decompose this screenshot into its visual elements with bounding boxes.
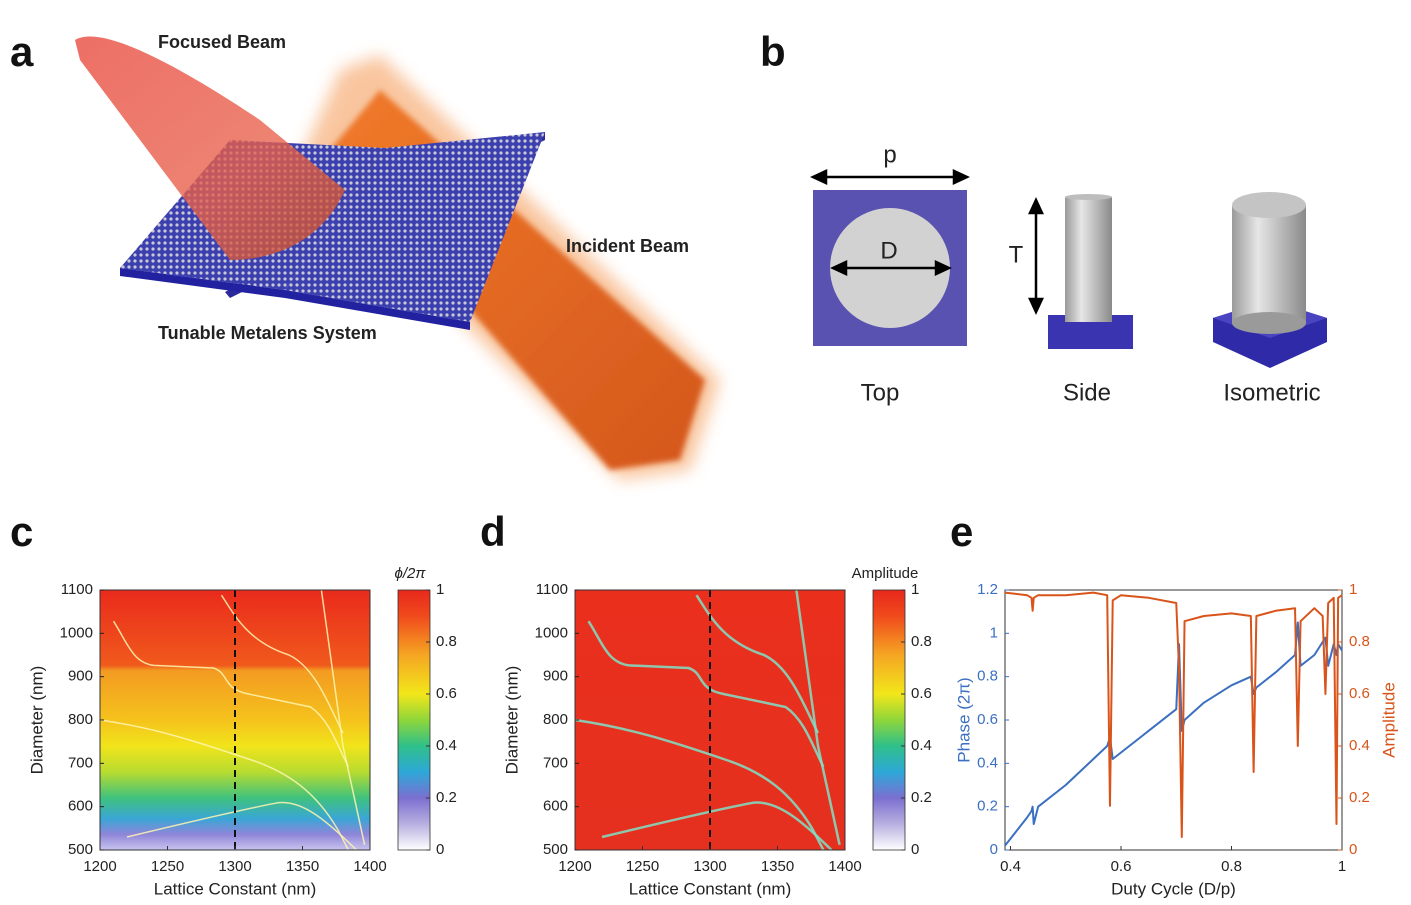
y-tick-label: 700 <box>68 754 93 771</box>
figure: a Focused Beam Incident Beam Tunable Met… <box>0 0 1411 905</box>
label: Tunable Metalens System <box>158 323 377 343</box>
panel-letter: e <box>950 508 973 555</box>
y-tick-label: 700 <box>543 754 568 771</box>
iso-pillar <box>1232 192 1306 218</box>
y-axis-label: Phase (2π) <box>954 677 973 762</box>
panel-a: a Focused Beam Incident Beam Tunable Met… <box>10 28 720 480</box>
x-tick-label: 1400 <box>828 858 861 875</box>
y2-tick-label: 0.8 <box>1349 633 1370 650</box>
iso-pillar <box>1232 205 1306 323</box>
x-tick-label: 1250 <box>151 858 184 875</box>
y-tick-label: 800 <box>68 711 93 728</box>
panel-letter: b <box>760 28 786 75</box>
y2-axis-label: Amplitude <box>1379 682 1398 758</box>
x-tick-label: 1200 <box>558 858 591 875</box>
iso-pillar <box>1232 312 1306 334</box>
y-tick-label: 1.2 <box>977 581 998 598</box>
colorbar-tick-label: 0.2 <box>911 789 932 806</box>
x-axis-label: Duty Cycle (D/p) <box>1111 879 1236 898</box>
side-pillar <box>1065 194 1112 200</box>
colorbar-tick-label: 1 <box>911 581 919 598</box>
x-tick-label: 1250 <box>626 858 659 875</box>
y2-tick-label: 0.2 <box>1349 789 1370 806</box>
view-label: Top <box>861 379 900 406</box>
colorbar-tick-label: 0 <box>911 841 919 858</box>
x-axis-label: Lattice Constant (nm) <box>154 879 317 898</box>
colorbar-tick-label: 0.8 <box>911 633 932 650</box>
view-label: Side <box>1063 379 1111 406</box>
y2-tick-label: 1 <box>1349 581 1357 598</box>
y-tick-label: 900 <box>543 668 568 685</box>
y-tick-label: 0.8 <box>977 668 998 685</box>
x-tick-label: 1200 <box>83 858 116 875</box>
label: T <box>1009 241 1024 268</box>
y-tick-label: 1 <box>990 624 998 641</box>
label: Focused Beam <box>158 32 286 52</box>
y-tick-label: 500 <box>68 841 93 858</box>
colorbar-tick-label: 0.4 <box>436 737 457 754</box>
panel-letter: c <box>10 508 33 555</box>
label: Incident Beam <box>566 236 689 256</box>
x-tick-label: 1 <box>1338 858 1346 875</box>
y-axis-label: Diameter (nm) <box>502 666 521 775</box>
y-tick-label: 0.4 <box>977 754 998 771</box>
x-tick-label: 1350 <box>761 858 794 875</box>
y2-tick-label: 0.4 <box>1349 737 1370 754</box>
y2-tick-label: 0 <box>1349 841 1357 858</box>
x-tick-label: 1300 <box>218 858 251 875</box>
series-line <box>1005 593 1342 837</box>
colorbar-tick-label: 0.6 <box>911 685 932 702</box>
colorbar <box>398 590 430 850</box>
x-tick-label: 0.6 <box>1111 858 1132 875</box>
x-axis-label: Lattice Constant (nm) <box>629 879 792 898</box>
y-tick-label: 1100 <box>536 581 568 598</box>
y-tick-label: 1000 <box>535 624 568 641</box>
colorbar <box>873 590 905 850</box>
colorbar-label: Amplitude <box>852 565 919 582</box>
y2-tick-label: 0.6 <box>1349 685 1370 702</box>
x-tick-label: 1400 <box>353 858 386 875</box>
colorbar-tick-label: 0.6 <box>436 685 457 702</box>
y-tick-label: 0.2 <box>977 798 998 815</box>
y-tick-label: 600 <box>68 798 93 815</box>
colorbar-tick-label: 0 <box>436 841 444 858</box>
y-tick-label: 1000 <box>60 624 93 641</box>
y-tick-label: 900 <box>68 668 93 685</box>
colorbar-tick-label: 0.4 <box>911 737 932 754</box>
x-tick-label: 0.8 <box>1221 858 1242 875</box>
panel-letter: d <box>480 508 506 555</box>
colorbar-tick-label: 1 <box>436 581 444 598</box>
plot-frame <box>1005 590 1342 850</box>
colorbar-tick-label: 0.2 <box>436 789 457 806</box>
y-tick-label: 1100 <box>61 581 93 598</box>
panel-letter: a <box>10 28 34 75</box>
colorbar-label: ϕ/2π <box>395 565 427 582</box>
panel-b: b p D T Top Side Isometric <box>760 28 1327 406</box>
y-axis-label: Diameter (nm) <box>27 666 46 775</box>
y-tick-label: 500 <box>543 841 568 858</box>
y-tick-label: 800 <box>543 711 568 728</box>
colorbar-tick-label: 0.8 <box>436 633 457 650</box>
x-tick-label: 1300 <box>693 858 726 875</box>
label: D <box>880 237 897 264</box>
series-line <box>1005 623 1342 846</box>
view-label: Isometric <box>1223 379 1320 406</box>
y-tick-label: 600 <box>543 798 568 815</box>
y-tick-label: 0.6 <box>977 711 998 728</box>
label: p <box>883 141 896 168</box>
x-tick-label: 1350 <box>286 858 319 875</box>
x-tick-label: 0.4 <box>1000 858 1021 875</box>
y-tick-label: 0 <box>990 841 998 858</box>
side-pillar <box>1065 197 1112 322</box>
